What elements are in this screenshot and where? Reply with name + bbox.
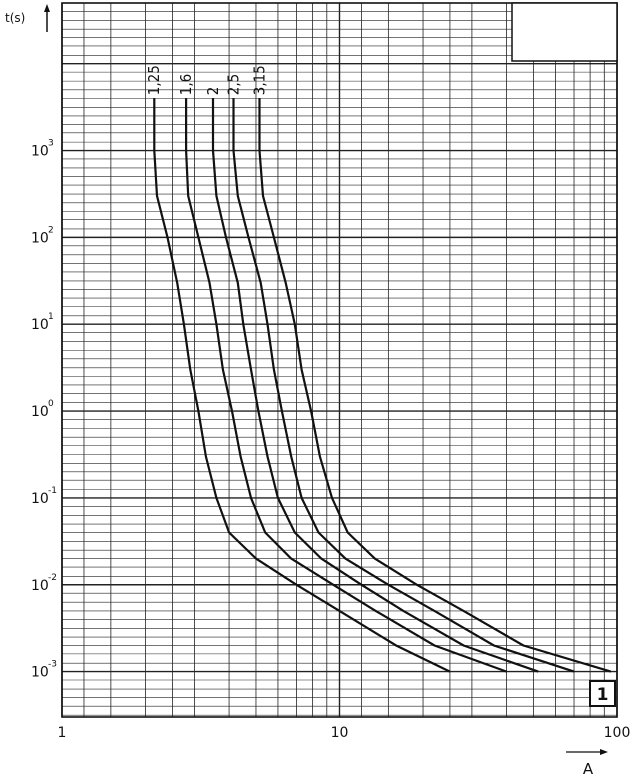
plot-frame (61, 2, 618, 718)
y-tick-label: 10 (31, 144, 49, 160)
y-tick-exponent: 2 (48, 225, 54, 235)
chart-number-badge: 1 (597, 685, 609, 705)
y-tick-label: 10 (31, 404, 49, 420)
curve-1-25 (153, 98, 451, 673)
y-tick-exponent: 1 (48, 312, 54, 322)
blank-info-box (511, 2, 618, 62)
curve-label: 3,15 (251, 65, 269, 95)
curve-2 (211, 98, 539, 673)
y-tick-exponent: 3 (48, 139, 54, 149)
y-tick-label: 10 (31, 491, 49, 507)
curve-1-6 (185, 98, 507, 673)
x-tick-label: 10 (331, 725, 349, 741)
curve-label: 2 (204, 87, 222, 96)
y-tick-label: 10 (31, 578, 49, 594)
curve-label: 1,25 (145, 65, 163, 95)
y-tick-exponent: -2 (48, 573, 57, 583)
curve-label: 2,5 (225, 74, 243, 95)
plot-border (61, 2, 618, 718)
x-axis-arrow-head (600, 749, 608, 755)
curve-label: 1,6 (177, 74, 195, 95)
curve-labels: 1,25 1,6 2 2,5 3,15 (145, 65, 268, 95)
x-tick-label: 100 (604, 725, 631, 741)
chart-number-badge-box (589, 680, 616, 707)
x-axis-label: A (583, 760, 594, 778)
y-tick-label: 10 (31, 230, 49, 246)
y-tick-exponent: 0 (48, 399, 54, 409)
y-axis-label: t(s) (5, 11, 25, 25)
y-tick-label: 10 (31, 317, 49, 333)
y-axis-arrow-head (44, 4, 50, 12)
y-tick-label: 10 (31, 665, 49, 681)
curve-3-15 (258, 98, 612, 673)
y-tick-exponent: -1 (48, 486, 57, 496)
x-tick-label: 1 (58, 725, 67, 741)
fuse-curves (153, 98, 612, 673)
curve-2-5 (232, 98, 575, 673)
y-tick-exponent: -3 (48, 660, 57, 670)
